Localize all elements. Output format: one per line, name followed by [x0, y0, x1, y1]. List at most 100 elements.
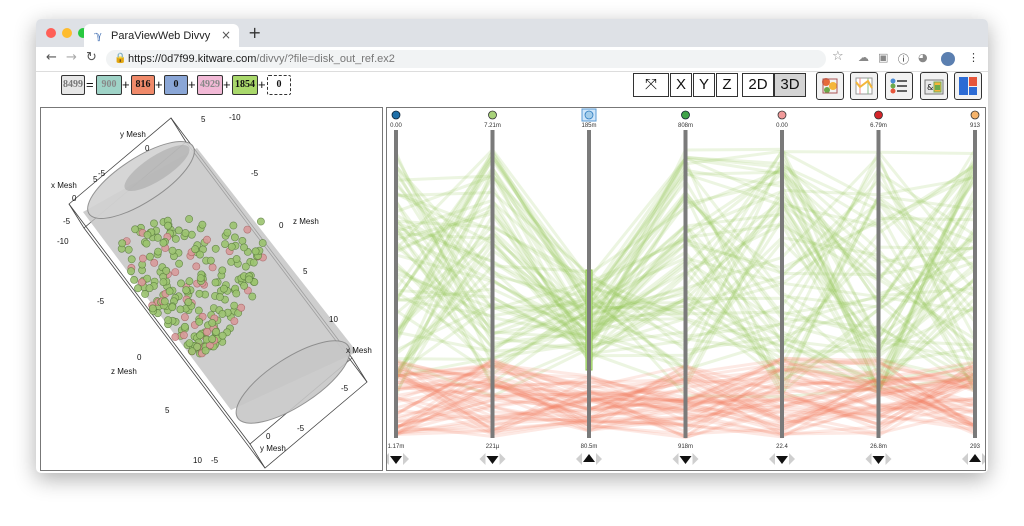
view-y-button[interactable]: Y	[693, 73, 715, 97]
particle	[230, 317, 239, 325]
particle	[118, 239, 127, 248]
sort-direction-icon[interactable]	[390, 456, 402, 464]
particle	[196, 274, 205, 282]
axis-legend-dot[interactable]	[584, 110, 594, 120]
minimize-window-button[interactable]	[62, 28, 72, 38]
move-axis-right-icon[interactable]	[692, 453, 699, 465]
particle	[191, 245, 199, 254]
field-selector-button[interactable]	[885, 72, 913, 100]
scene-3d-panel[interactable]: 5 -10 y Mesh 0 -5 x Mesh 5 -5 0 -5 -10 0…	[40, 107, 383, 471]
menu-dots-icon[interactable]: ⋮	[968, 51, 979, 64]
particle	[240, 243, 248, 252]
move-axis-right-icon[interactable]	[885, 453, 892, 465]
particle	[243, 225, 252, 234]
axis-line[interactable]	[683, 130, 688, 438]
x-mesh-label-left: x Mesh	[51, 181, 77, 190]
particle	[182, 286, 190, 294]
move-axis-left-icon[interactable]	[576, 453, 582, 465]
view-z-button[interactable]: Z	[716, 73, 738, 97]
particle	[198, 220, 207, 229]
circle-extension-icon[interactable]: ◕	[918, 51, 928, 64]
axis-line[interactable]	[490, 130, 495, 438]
selection-bucket-2[interactable]: 816	[131, 75, 155, 95]
bookmark-star-icon[interactable]: ☆	[832, 49, 844, 64]
cloud-extension-icon[interactable]: ☁	[858, 51, 869, 64]
tick-label: 0	[266, 432, 271, 441]
move-axis-left-icon[interactable]	[383, 453, 389, 465]
axis-legend-dot[interactable]	[874, 110, 883, 120]
axis-legend-dot[interactable]	[681, 110, 690, 120]
close-window-button[interactable]	[46, 28, 56, 38]
browser-tab[interactable]: ℽ ParaViewWeb Divvy ×	[84, 24, 239, 47]
histogram-legend-button[interactable]: &	[920, 72, 948, 100]
y-mesh-label-bottom: y Mesh	[260, 444, 286, 453]
selection-bucket-5[interactable]: 1854	[232, 75, 258, 95]
sort-direction-icon[interactable]	[872, 456, 885, 464]
particle	[130, 275, 138, 284]
reload-icon[interactable]: ↻	[86, 50, 97, 65]
move-axis-left-icon[interactable]	[865, 453, 872, 465]
parallel-coords-button[interactable]	[850, 72, 878, 100]
move-axis-left-icon[interactable]	[479, 453, 486, 465]
url-path: /divvy/?file=disk_out_ref.ex2	[256, 53, 395, 65]
axis-legend-dot[interactable]	[777, 110, 787, 120]
maximize-window-button[interactable]	[78, 28, 88, 38]
move-axis-left-icon[interactable]	[962, 453, 968, 465]
move-axis-right-icon[interactable]	[789, 453, 795, 465]
forward-arrow-icon[interactable]: →	[66, 50, 77, 65]
bounding-box	[68, 117, 368, 469]
particle	[160, 297, 169, 306]
particle	[219, 284, 228, 293]
particle	[171, 333, 180, 341]
axis-line[interactable]	[780, 130, 784, 438]
particle	[180, 313, 189, 322]
profile-avatar[interactable]	[941, 52, 955, 66]
new-tab-button[interactable]: +	[248, 23, 262, 42]
sort-direction-icon[interactable]	[583, 454, 595, 462]
particle	[164, 221, 172, 230]
sort-direction-icon[interactable]	[969, 454, 981, 462]
move-axis-right-icon[interactable]	[596, 453, 602, 465]
layout-button[interactable]	[954, 72, 982, 100]
plus-sign: +	[188, 77, 196, 92]
parallel-coordinates-plot[interactable]: 0.00 1.17m 7.21m 221µ 185m 80.5m 808m 918m 0.00 2…	[383, 108, 988, 470]
move-axis-left-icon[interactable]	[769, 453, 775, 465]
view-x-button[interactable]: X	[670, 73, 692, 97]
selection-bucket-3[interactable]: 0	[164, 75, 188, 95]
tab-close-icon[interactable]: ×	[220, 28, 231, 42]
axis-max-label: 6.79m	[870, 123, 887, 129]
axis-legend-dot[interactable]	[970, 110, 980, 120]
url-field[interactable]: 🔒 https://0d7f99.kitware.com/divvy/?file…	[106, 50, 826, 68]
selection-bucket-6[interactable]: 0	[267, 75, 291, 95]
selection-bucket-1[interactable]: 900	[96, 75, 122, 95]
particle	[185, 215, 193, 223]
selection-bucket-4[interactable]: 4929	[197, 75, 223, 95]
particle	[185, 339, 194, 347]
tick-label: 5	[93, 175, 98, 184]
axis-line[interactable]	[973, 130, 977, 438]
extension-icon[interactable]: ▣	[878, 51, 889, 64]
parallel-coordinates-panel[interactable]: 0.00 1.17m 7.21m 221µ 185m 80.5m 808m 918m 0.00 2…	[383, 107, 988, 471]
axis-max-label: 808m	[678, 123, 693, 129]
axis-legend-dot[interactable]	[391, 110, 401, 120]
particle	[218, 331, 227, 340]
mode-3d-button[interactable]: 3D	[774, 73, 806, 97]
scatter-settings-button[interactable]	[816, 72, 844, 100]
sort-direction-icon[interactable]	[776, 456, 788, 464]
axis-line[interactable]	[876, 130, 881, 438]
sort-direction-icon[interactable]	[486, 456, 499, 464]
move-axis-right-icon[interactable]	[499, 453, 506, 465]
particle	[206, 256, 215, 265]
move-axis-right-icon[interactable]	[403, 453, 409, 465]
back-arrow-icon[interactable]: ←	[46, 50, 57, 65]
axis-line[interactable]	[587, 130, 591, 438]
sort-direction-icon[interactable]	[679, 456, 692, 464]
mesh-3d-view[interactable]: 5 -10 y Mesh 0 -5 x Mesh 5 -5 0 -5 -10 0…	[41, 108, 382, 470]
axis-legend-dot[interactable]	[488, 110, 497, 120]
mode-2d-button[interactable]: 2D	[742, 73, 774, 97]
reset-camera-button[interactable]: ⤧	[633, 73, 669, 97]
move-axis-right-icon[interactable]	[982, 453, 988, 465]
info-extension-icon[interactable]: ⓘ	[898, 53, 909, 66]
axis-line[interactable]	[394, 130, 398, 438]
move-axis-left-icon[interactable]	[672, 453, 679, 465]
